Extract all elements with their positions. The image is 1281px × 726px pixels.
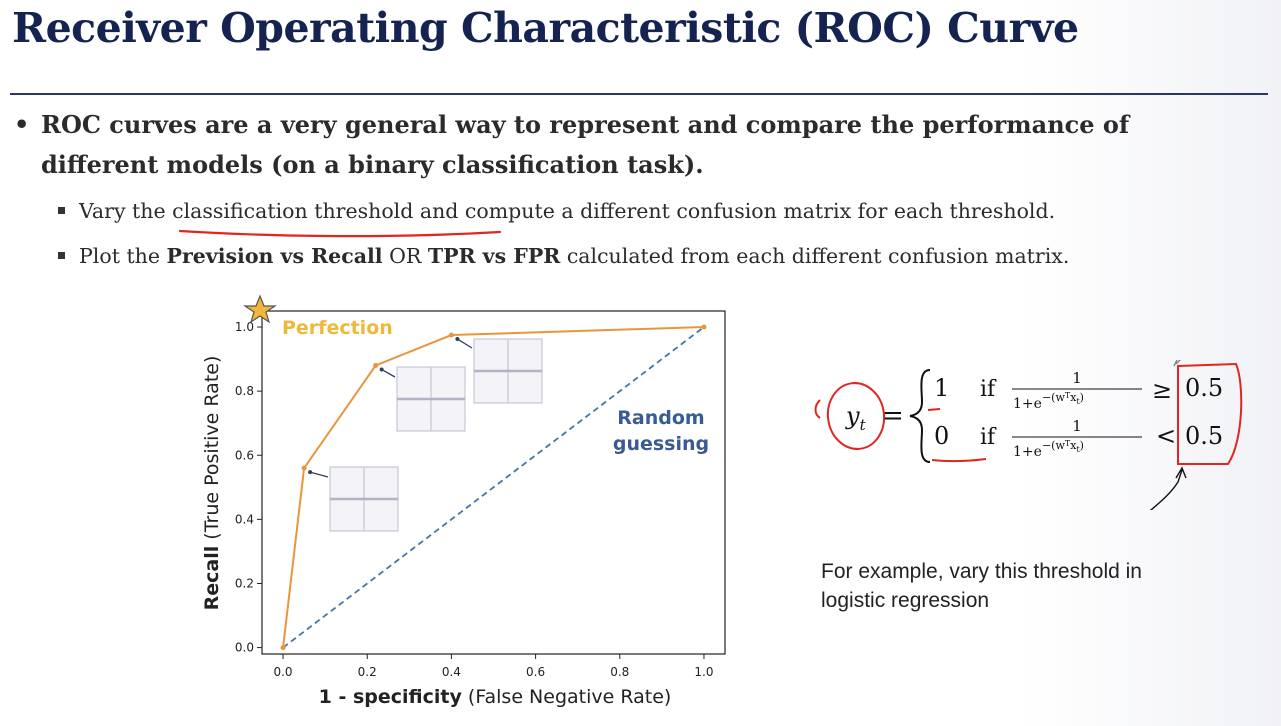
main-bullet-text: ROC curves are a very general way to rep… xyxy=(41,110,1130,179)
example-note-line1: For example, vary this threshold in xyxy=(821,560,1142,583)
random-label-line2: guessing xyxy=(613,433,709,455)
pointer-ink-line xyxy=(1149,469,1183,510)
case0-if: if xyxy=(980,425,997,450)
case0-denominator: 1+e−(wTxt) xyxy=(1013,439,1084,460)
roc-point xyxy=(373,362,379,368)
formula-lhs-var: y xyxy=(845,402,860,430)
y-tick-label: 1.0 xyxy=(235,320,254,334)
formula-lhs: yt xyxy=(845,402,867,434)
yt-ink-tick xyxy=(814,399,821,419)
case1-exp-close: ) xyxy=(1080,391,1084,404)
case1-exp-sup: T xyxy=(1065,391,1071,400)
case1-exp: −(w xyxy=(1042,391,1066,404)
roc-point xyxy=(301,465,307,471)
case1-threshold: 0.5 xyxy=(1185,374,1223,402)
case1-value: 1 xyxy=(934,374,949,402)
random-label-line1: Random xyxy=(617,407,704,429)
sub2-part-e: calculated from each different confusion… xyxy=(560,244,1070,268)
pointer-arrow xyxy=(457,338,473,349)
case0-operator: < xyxy=(1156,422,1176,450)
pointer-arrow-head xyxy=(308,470,313,475)
star-icon xyxy=(243,294,277,324)
x-tick-label: 0.0 xyxy=(273,665,292,679)
confusion-matrix-icon xyxy=(473,338,543,404)
case1-exp-sub: t xyxy=(1076,397,1080,406)
case0-exp: −(w xyxy=(1042,439,1066,452)
threshold-formula: yt = 1 if 1 1+e−(wTxt) ≥ 0.5 0 if 1 1+e−… xyxy=(814,360,1243,510)
x-axis-label: 1 - specificity (False Negative Rate) xyxy=(319,686,672,708)
case0-exp-sub: t xyxy=(1076,445,1080,454)
y-tick-label: 0.2 xyxy=(235,576,254,590)
case0-exp-close: ) xyxy=(1080,439,1084,452)
case1-ink-dash xyxy=(927,408,941,411)
sub-bullet-plot: Plot the Prevision vs Recall OR TPR vs F… xyxy=(58,244,1069,268)
slide-title: Receiver Operating Characteristic (ROC) … xyxy=(12,4,1079,52)
y-axis-label-bold: Recall xyxy=(201,546,223,611)
example-note: For example, vary this threshold in logi… xyxy=(821,557,1142,615)
confusion-matrix-icon xyxy=(396,366,466,432)
y-axis-label: Recall (True Positive Rate) xyxy=(201,356,223,611)
yt-ink-circle xyxy=(826,382,886,450)
formula-lhs-sub: t xyxy=(860,416,867,434)
square-bullet-icon xyxy=(58,207,65,214)
case0-den-base: 1+e xyxy=(1013,444,1042,460)
sub2-part-b: Prevision vs Recall xyxy=(166,244,383,268)
roc-point xyxy=(448,332,454,338)
y-tick-label: 0.6 xyxy=(235,448,254,462)
case0-value: 0 xyxy=(934,422,949,450)
pointer-arrow xyxy=(309,471,329,478)
roc-point xyxy=(701,324,707,330)
case0-exp-tail: x xyxy=(1070,439,1077,452)
pointer-arrow-head xyxy=(455,337,460,342)
threshold-ink-box xyxy=(1177,362,1243,465)
y-axis-label-rest: (True Positive Rate) xyxy=(201,356,223,546)
case1-operator: ≥ xyxy=(1152,376,1172,404)
pointer-arrow-head xyxy=(379,367,384,372)
sub-bullet-threshold-text: Vary the classification threshold and co… xyxy=(79,199,1056,223)
sub2-part-a: Plot the xyxy=(79,244,167,268)
x-tick-label: 0.2 xyxy=(358,665,377,679)
x-tick-label: 0.4 xyxy=(442,665,461,679)
pencil-icon xyxy=(1173,360,1182,367)
x-axis-label-rest: (False Negative Rate) xyxy=(462,686,671,708)
case1-if: if xyxy=(980,377,997,402)
case1-exp-tail: x xyxy=(1070,391,1077,404)
roc-point xyxy=(280,645,286,651)
random-baseline-line xyxy=(282,326,705,649)
square-bullet-icon xyxy=(58,252,65,259)
confusion-matrix-icon xyxy=(329,466,399,532)
bullet-dot: • xyxy=(14,110,30,139)
x-tick-label: 1.0 xyxy=(694,665,713,679)
y-tick-label: 0.0 xyxy=(235,641,254,655)
pointer-ink-arrowhead xyxy=(1175,466,1187,479)
sub2-part-c: OR xyxy=(382,244,428,268)
x-tick-label: 0.6 xyxy=(526,665,545,679)
x-axis-label-bold: 1 - specificity xyxy=(319,686,463,708)
sub2-part-d: TPR vs FPR xyxy=(427,244,561,268)
formula-equals: = xyxy=(882,401,904,431)
case1-numerator: 1 xyxy=(1072,369,1082,387)
title-divider xyxy=(10,93,1268,95)
case0-exp-sup: T xyxy=(1065,439,1071,448)
case0-threshold: 0.5 xyxy=(1185,422,1223,450)
case0-numerator: 1 xyxy=(1072,417,1082,435)
case1-den-base: 1+e xyxy=(1013,396,1042,412)
case0-ink-underline xyxy=(931,458,987,463)
formula-brace xyxy=(909,369,931,463)
example-note-line2: logistic regression xyxy=(821,589,990,612)
case1-denominator: 1+e−(wTxt) xyxy=(1013,391,1084,412)
y-tick-label: 0.8 xyxy=(235,384,254,398)
main-bullet: • ROC curves are a very general way to r… xyxy=(14,105,1234,185)
pointer-arrow xyxy=(381,368,396,378)
y-tick-label: 0.4 xyxy=(235,512,254,526)
perfection-label: Perfection xyxy=(282,317,393,339)
sub-bullet-threshold: Vary the classification threshold and co… xyxy=(58,199,1055,223)
roc-chart: 0.0 0.2 0.4 0.6 0.8 1.0 0.0 0.2 0.4 0.6 0.8 1.0 Pe… xyxy=(201,294,726,708)
x-tick-label: 0.8 xyxy=(610,665,629,679)
